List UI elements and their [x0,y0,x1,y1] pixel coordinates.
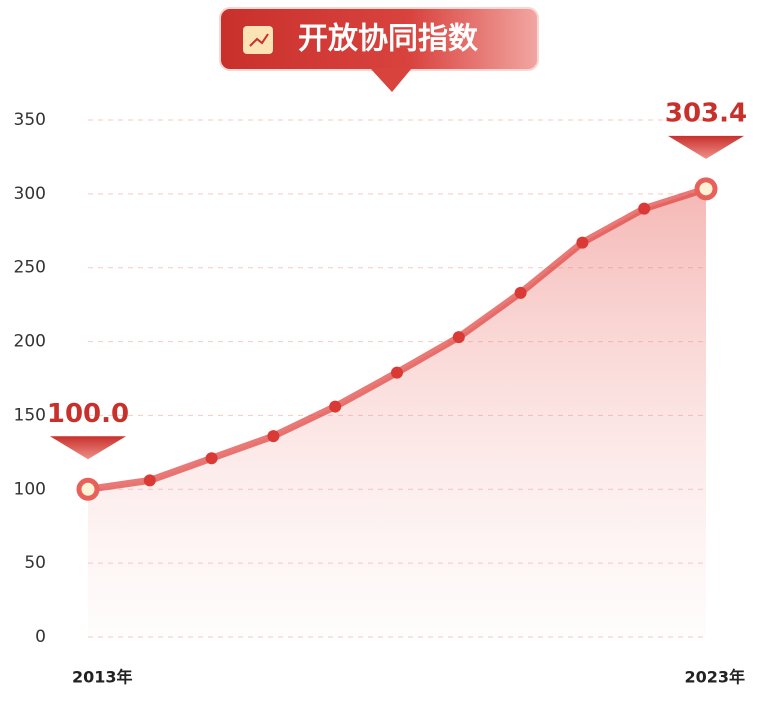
point [143,474,156,487]
end-marker [694,177,718,201]
y-tick-label: 250 [14,258,46,278]
value-label: 303.4 [665,98,747,128]
point [391,366,403,379]
title-banner: 开放协同指数 [219,7,539,92]
value-label: 100.0 [47,399,129,429]
x-tick-label: 2023年 [684,668,745,687]
point [267,430,280,443]
label-pointer [668,135,744,159]
point [452,331,465,344]
label-pointer [50,436,126,460]
y-tick-label: 350 [14,110,46,130]
y-tick-label: 200 [14,332,46,352]
chart-title: 开放协同指数 [298,22,479,57]
y-tick-label: 100 [14,479,46,499]
area [88,188,706,638]
x-tick-label: 2013年 [72,668,133,687]
point [638,202,651,215]
y-tick-label: 150 [14,405,46,425]
point [576,236,589,249]
point [205,452,218,465]
point [329,400,342,413]
y-tick-label: 50 [24,553,46,573]
end-marker [76,477,100,501]
point [514,286,527,299]
y-tick-label: 0 [35,627,46,647]
y-tick-label: 300 [14,184,46,204]
